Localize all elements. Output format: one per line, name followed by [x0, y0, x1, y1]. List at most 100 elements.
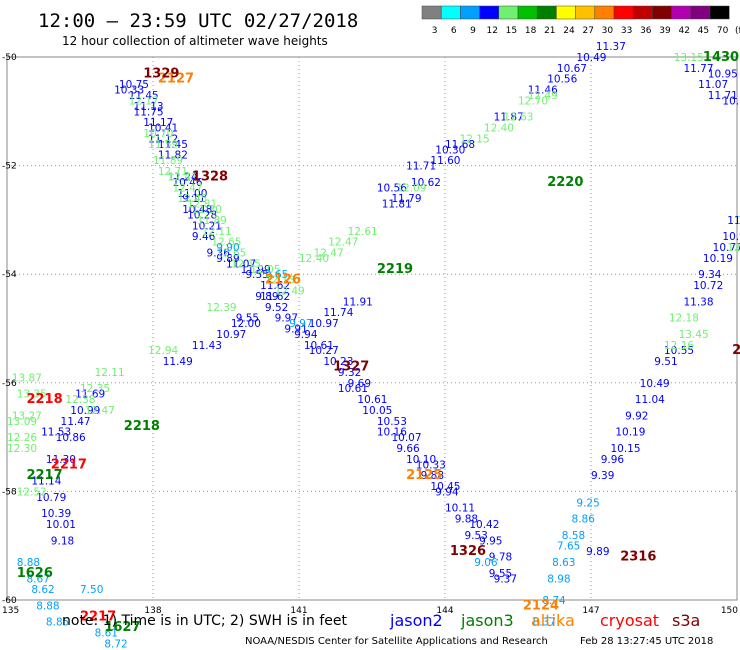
- color-scale-label: 15: [506, 26, 517, 36]
- y-tick-label: -52: [2, 162, 17, 172]
- wave-height-value: 11.87: [494, 112, 524, 124]
- wave-height-value: 12.70: [518, 95, 548, 107]
- color-swatch: [690, 5, 711, 20]
- wave-height-value: 9.51: [654, 356, 677, 368]
- footer-source: NOAA/NESDIS Center for Satellite Applica…: [245, 636, 548, 647]
- wave-height-value: 9.46: [192, 231, 216, 243]
- wave-height-value: 10.62: [411, 177, 441, 189]
- wave-height-value: 11.71: [708, 90, 738, 102]
- pass-time-label: 2220: [547, 175, 583, 190]
- wave-height-value: 13.35: [17, 389, 47, 401]
- wave-height-value: 11.45: [158, 139, 188, 151]
- wave-height-value: 11.37: [596, 41, 626, 53]
- wave-height-value: 12.30: [7, 443, 37, 455]
- wave-height-value: 9.90: [216, 242, 239, 254]
- wave-height-value: 12.00: [231, 318, 261, 330]
- wave-height-value: 11.69: [75, 389, 105, 401]
- color-scale-label: (ft): [735, 26, 740, 36]
- chart-subtitle: 12 hour collection of altimeter wave hei…: [62, 34, 328, 48]
- wave-height-value: 9.89: [586, 546, 609, 558]
- wave-height-value: 12.18: [669, 313, 699, 325]
- wave-height-value: 11.14: [31, 476, 61, 488]
- color-scale-label: 6: [451, 26, 457, 36]
- wave-height-value: 9.18: [51, 535, 74, 547]
- wave-height-value: 11.49: [163, 356, 193, 368]
- wave-height-value: 10.01: [46, 519, 76, 531]
- wave-height-value: 10.42: [469, 519, 499, 531]
- wave-height-value: 9.32: [338, 367, 361, 379]
- wave-height-value: 12.16: [664, 340, 694, 352]
- wave-height-value: 12.5: [737, 215, 740, 227]
- y-tick-label: -50: [2, 53, 17, 63]
- wave-height-value: 10.79: [36, 492, 66, 504]
- pass-time-label: 1626: [17, 566, 53, 581]
- color-swatch: [632, 5, 653, 20]
- color-scale-label: 45: [698, 26, 709, 36]
- wave-height-value: 13.27: [12, 410, 42, 422]
- wave-height-value: 11.30: [46, 454, 76, 466]
- color-scale-label: 33: [621, 26, 632, 36]
- color-swatch: [613, 5, 634, 20]
- wave-height-value: 10.19: [703, 253, 733, 265]
- wave-height-value: 10.97: [309, 318, 339, 330]
- color-swatch: [652, 5, 672, 20]
- wave-height-value: 12.35: [80, 383, 110, 395]
- color-swatch: [421, 5, 442, 20]
- wave-height-value: 8.85: [46, 617, 69, 629]
- pass-time-label: 2218: [124, 419, 160, 434]
- wave-height-value: 10.49: [576, 52, 606, 64]
- color-swatch: [440, 5, 461, 20]
- wave-height-value: 11.07: [226, 258, 256, 270]
- wave-height-value: 10.49: [640, 378, 670, 390]
- wave-height-value: 12.94: [148, 345, 178, 357]
- wave-height-value: 11.45: [129, 90, 159, 102]
- wave-height-value: 10.46: [172, 177, 202, 189]
- wave-height-value: 12.39: [207, 302, 237, 314]
- wave-height-value: 12.11: [95, 367, 125, 379]
- wave-height-value: 10.70: [143, 128, 173, 140]
- wave-height-value: 12.61: [348, 226, 378, 238]
- wave-height-value: 12.65: [211, 237, 241, 249]
- color-swatch: [671, 5, 692, 20]
- wave-height-value: 11.62: [260, 291, 290, 303]
- wave-height-value: 12.43: [168, 171, 198, 183]
- wave-height-value: 11.81: [382, 199, 412, 211]
- wave-height-value: 9.95: [479, 535, 502, 547]
- wave-height-value: 9.06: [474, 557, 498, 569]
- wave-height-value: 12.40: [299, 253, 329, 265]
- color-swatch: [498, 5, 519, 20]
- pass-time-label: 2127: [158, 72, 194, 87]
- color-scale-label: 21: [544, 26, 555, 36]
- wave-height-value: 7.50: [80, 584, 103, 596]
- wave-height-value: 13.45: [679, 329, 709, 341]
- wave-height-value: 8.72: [104, 638, 127, 650]
- wave-height-value: 9.34: [698, 269, 722, 281]
- wave-height-value: 9.55: [245, 269, 268, 281]
- pass-time-label: 2217: [51, 457, 87, 472]
- wave-height-value: 11.89: [197, 215, 227, 227]
- wave-height-value: 10.45: [430, 481, 460, 493]
- wave-height-value: 10.28: [187, 209, 217, 221]
- wave-height-value: 11.07: [698, 79, 728, 91]
- wave-height-value: 11.60: [430, 155, 460, 167]
- wave-height-value: 10.16: [377, 427, 407, 439]
- wave-height-value: 11.79: [391, 193, 421, 205]
- wave-height-value: 7.65: [557, 541, 580, 553]
- wave-height-value: 10.61: [338, 383, 368, 395]
- wave-height-value: 10.21: [192, 220, 222, 232]
- wave-height-value: 12.05: [250, 264, 280, 276]
- x-tick-label: 147: [582, 606, 599, 616]
- wave-height-value: 11.75: [134, 106, 164, 118]
- wave-height-value: 9.55: [489, 568, 512, 580]
- wave-height-value: 12.11: [202, 226, 232, 238]
- wave-height-value: 10.39: [41, 508, 71, 520]
- pass-time-label: 2125: [406, 468, 442, 483]
- footer-timestamp: Feb 28 13:27:45 UTC 2018: [580, 636, 713, 647]
- wave-height-value: 10.67: [557, 63, 587, 75]
- wave-height-value: 8.62: [31, 584, 54, 596]
- wave-height-value: 11.71: [406, 161, 436, 173]
- wave-height-value: 9.78: [489, 552, 512, 564]
- pass-time-label: 2217: [26, 468, 62, 483]
- wave-height-value: 9.53: [464, 530, 487, 542]
- chart-title: 12:00 – 23:59 UTC 02/27/2018: [38, 10, 358, 32]
